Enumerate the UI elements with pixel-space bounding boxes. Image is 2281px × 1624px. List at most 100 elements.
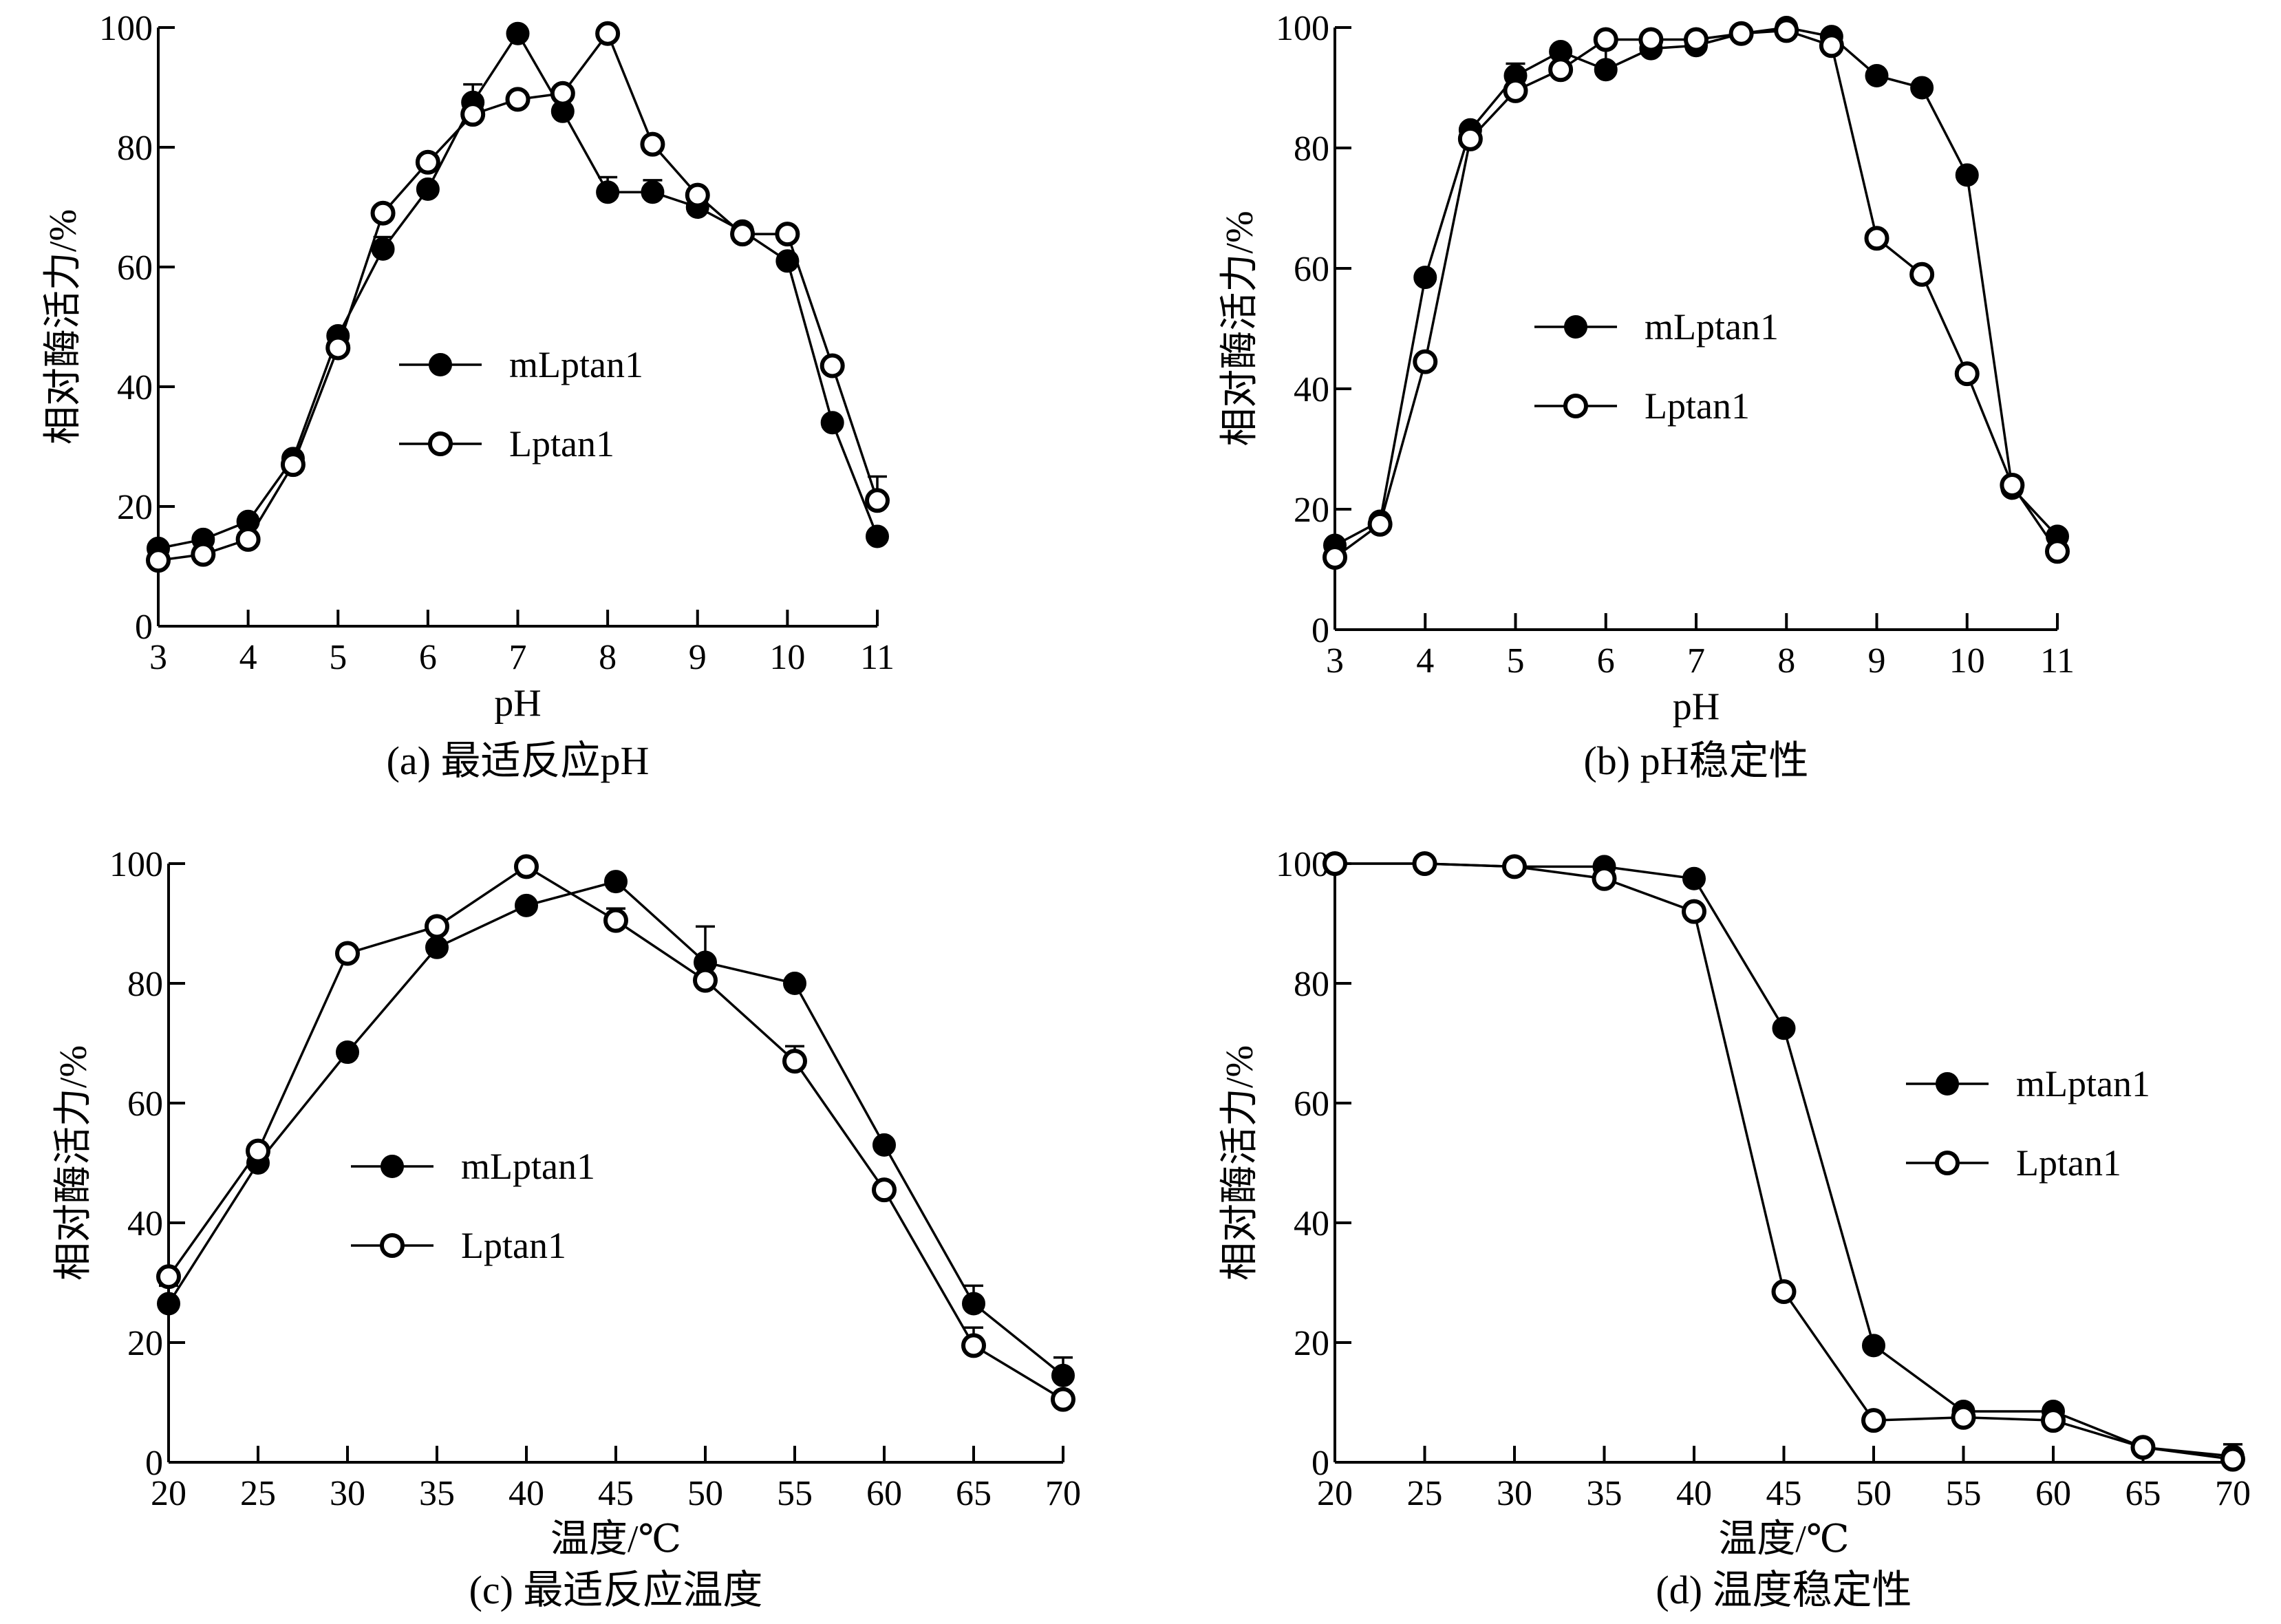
data-point-mLptan1 — [604, 870, 628, 894]
data-point-Lptan1 — [603, 908, 628, 933]
data-point-Lptan1 — [1457, 126, 1483, 151]
x-tick-label: 5 — [329, 638, 347, 677]
data-point-mLptan1 — [1955, 163, 1979, 187]
x-tick-label: 65 — [956, 1474, 992, 1513]
x-tick-label: 40 — [508, 1474, 544, 1513]
data-point-Lptan1 — [865, 488, 890, 513]
y-tick-label: 0 — [1311, 611, 1329, 650]
data-point-Lptan1 — [775, 222, 800, 247]
x-tick-label: 50 — [1856, 1474, 1892, 1513]
x-tick-label: 8 — [599, 638, 617, 677]
data-point-mLptan1 — [1772, 1016, 1796, 1040]
data-point-Lptan1 — [1861, 1408, 1886, 1433]
data-point-Lptan1 — [1367, 511, 1393, 537]
y-tick-label: 100 — [109, 845, 163, 884]
y-tick-label: 60 — [1294, 250, 1329, 289]
data-point-mLptan1 — [1413, 266, 1437, 290]
data-point-Lptan1 — [2000, 473, 2025, 498]
x-tick-label: 4 — [1416, 641, 1434, 681]
y-tick-label: 0 — [145, 1444, 163, 1483]
y-tick-label: 100 — [1276, 9, 1329, 48]
data-point-Lptan1 — [415, 149, 440, 175]
x-tick-label: 45 — [598, 1474, 634, 1513]
x-tick-label: 60 — [866, 1474, 902, 1513]
data-point-Lptan1 — [640, 131, 665, 157]
data-point-mLptan1 — [1862, 1334, 1885, 1358]
data-point-Lptan1 — [425, 914, 449, 939]
x-axis-label: 温度/℃ — [1718, 1518, 1849, 1561]
y-tick-label: 80 — [127, 965, 163, 1004]
data-point-Lptan1 — [730, 222, 756, 247]
y-tick-label: 0 — [135, 608, 153, 647]
legend-marker — [1936, 1072, 1959, 1096]
data-point-Lptan1 — [505, 87, 531, 112]
x-axis-label: 温度/℃ — [550, 1518, 681, 1561]
data-point-Lptan1 — [782, 1049, 807, 1074]
panel-a: 0 20 40 60 80 100 3 4 5 6 7 8 9 10 11 pH 相对酶活力/% (a) 最适反应… — [42, 9, 895, 783]
x-tick-label: 55 — [1946, 1474, 1982, 1513]
legend-label: mLptan1 — [461, 1146, 595, 1187]
panel-caption: (d) 温度稳定性 — [1656, 1568, 1911, 1612]
data-point-Lptan1 — [1909, 261, 1935, 287]
data-point-mLptan1 — [506, 21, 530, 45]
x-tick-label: 20 — [1317, 1474, 1353, 1513]
x-tick-label: 6 — [1597, 641, 1615, 681]
data-point-Lptan1 — [370, 200, 396, 226]
x-tick-label: 8 — [1777, 641, 1795, 681]
x-tick-label: 10 — [769, 638, 805, 677]
y-tick-label: 60 — [117, 248, 153, 288]
legend-marker — [429, 353, 452, 376]
data-point-Lptan1 — [146, 548, 171, 573]
y-axis-label: 相对酶活力/% — [42, 209, 85, 445]
data-point-mLptan1 — [962, 1292, 985, 1316]
data-point-Lptan1 — [1774, 18, 1799, 43]
data-point-Lptan1 — [1684, 27, 1709, 52]
data-point-mLptan1 — [820, 411, 844, 435]
y-tick-label: 20 — [117, 488, 153, 527]
y-tick-label: 80 — [117, 129, 153, 168]
data-point-Lptan1 — [235, 526, 261, 552]
legend-marker — [428, 431, 453, 456]
x-axis-label: pH — [1673, 685, 1720, 728]
legend-marker — [380, 1233, 405, 1258]
data-point-Lptan1 — [2045, 539, 2070, 564]
x-tick-label: 6 — [419, 638, 437, 677]
data-point-mLptan1 — [1594, 58, 1618, 82]
data-point-mLptan1 — [866, 524, 889, 548]
x-tick-label: 70 — [2215, 1474, 2251, 1513]
x-tick-label: 50 — [687, 1474, 723, 1513]
y-tick-label: 80 — [1294, 129, 1329, 169]
panel-caption: (c) 最适反应温度 — [469, 1568, 763, 1612]
y-tick-label: 40 — [1294, 1204, 1329, 1243]
data-point-Lptan1 — [335, 941, 360, 966]
y-tick-label: 100 — [99, 9, 153, 48]
x-axis-label: pH — [494, 682, 541, 725]
x-tick-label: 5 — [1507, 641, 1525, 681]
data-point-Lptan1 — [1954, 361, 1980, 387]
data-point-mLptan1 — [783, 972, 806, 995]
data-point-mLptan1 — [157, 1292, 180, 1316]
series-line-Lptan1 — [158, 31, 879, 562]
data-point-Lptan1 — [820, 353, 845, 378]
x-tick-label: 9 — [689, 638, 707, 677]
x-tick-label: 30 — [330, 1474, 365, 1513]
data-point-Lptan1 — [1503, 78, 1528, 103]
data-point-mLptan1 — [336, 1040, 359, 1065]
data-point-Lptan1 — [872, 1177, 897, 1203]
x-tick-label: 11 — [2040, 641, 2075, 681]
panel-b: 0 20 40 60 80 100 3 4 5 6 7 8 9 10 11 pH 相对酶活力/% (b) pH稳定… — [1219, 9, 2075, 783]
x-tick-label: 25 — [240, 1474, 276, 1513]
data-point-Lptan1 — [1412, 851, 1437, 876]
x-tick-label: 7 — [509, 638, 527, 677]
data-point-Lptan1 — [325, 335, 351, 361]
data-point-Lptan1 — [514, 854, 539, 879]
data-point-mLptan1 — [1910, 76, 1934, 100]
series-line-Lptan1 — [1334, 29, 2059, 559]
panel-caption: (a) 最适反应pH — [387, 738, 650, 783]
y-tick-label: 20 — [1294, 491, 1329, 530]
data-point-mLptan1 — [872, 1133, 896, 1157]
data-point-mLptan1 — [641, 180, 665, 204]
x-tick-label: 11 — [860, 638, 895, 677]
legend-label: mLptan1 — [509, 344, 643, 385]
